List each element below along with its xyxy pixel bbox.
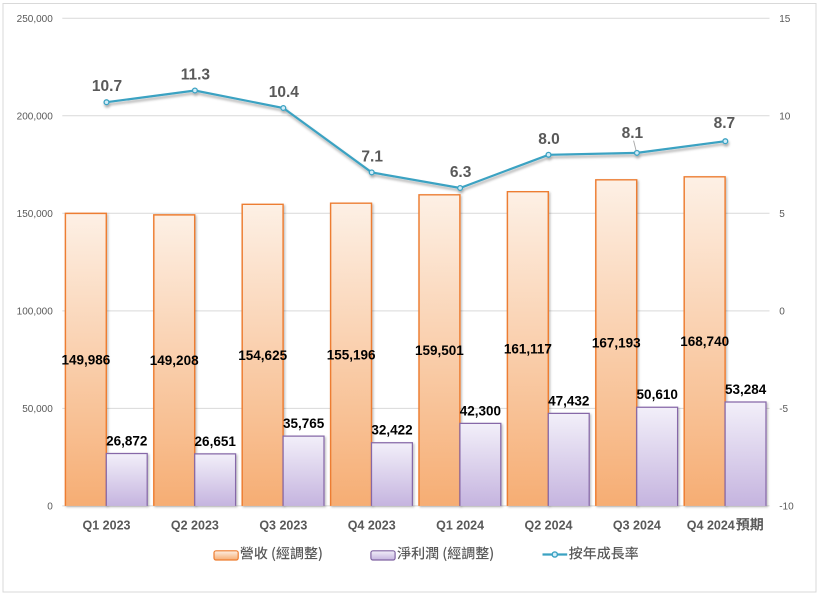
- svg-text:0: 0: [779, 307, 785, 318]
- svg-text:Q3 2023: Q3 2023: [259, 518, 307, 532]
- svg-text:149,986: 149,986: [61, 352, 110, 367]
- svg-text:15: 15: [779, 14, 791, 25]
- svg-text:42,300: 42,300: [460, 403, 501, 418]
- svg-text:32,422: 32,422: [371, 423, 412, 438]
- svg-text:Q4 2023: Q4 2023: [348, 518, 396, 532]
- svg-text:50,000: 50,000: [22, 404, 53, 415]
- svg-text:35,765: 35,765: [283, 416, 325, 431]
- svg-text:Q1 2024: Q1 2024: [436, 518, 484, 532]
- svg-text:159,501: 159,501: [415, 343, 464, 358]
- svg-text:47,432: 47,432: [548, 393, 589, 408]
- svg-text:Q4 2024: Q4 2024: [687, 518, 735, 532]
- svg-text:168,740: 168,740: [680, 334, 729, 349]
- svg-text:26,872: 26,872: [106, 434, 147, 449]
- svg-text:11.3: 11.3: [181, 67, 211, 84]
- svg-text:6.3: 6.3: [450, 164, 472, 181]
- svg-text:50,610: 50,610: [637, 387, 678, 402]
- svg-text:5: 5: [779, 209, 785, 220]
- svg-text:Q3 2024: Q3 2024: [613, 518, 661, 532]
- svg-text:8.7: 8.7: [714, 115, 736, 132]
- svg-text:-10: -10: [779, 502, 794, 513]
- svg-text:-5: -5: [779, 404, 788, 415]
- svg-text:100,000: 100,000: [17, 307, 54, 318]
- svg-text:Q1 2023: Q1 2023: [83, 518, 131, 532]
- svg-text:10.7: 10.7: [92, 78, 122, 95]
- svg-text:7.1: 7.1: [361, 148, 383, 165]
- svg-text:149,208: 149,208: [150, 353, 199, 368]
- svg-text:8.1: 8.1: [622, 125, 644, 142]
- svg-text:10.4: 10.4: [269, 84, 300, 101]
- svg-text:250,000: 250,000: [17, 14, 54, 25]
- svg-text:167,193: 167,193: [592, 336, 641, 351]
- svg-text:Q2 2023: Q2 2023: [171, 518, 219, 532]
- svg-text:10: 10: [779, 112, 791, 123]
- svg-text:0: 0: [47, 502, 53, 513]
- svg-text:161,117: 161,117: [504, 342, 552, 357]
- svg-text:53,284: 53,284: [725, 382, 767, 397]
- svg-text:150,000: 150,000: [17, 209, 54, 220]
- svg-text:8.0: 8.0: [538, 131, 560, 148]
- svg-text:155,196: 155,196: [327, 347, 376, 362]
- svg-text:Q2 2024: Q2 2024: [525, 518, 573, 532]
- svg-text:26,651: 26,651: [195, 434, 237, 449]
- svg-text:200,000: 200,000: [17, 112, 54, 123]
- svg-text:154,625: 154,625: [238, 348, 287, 363]
